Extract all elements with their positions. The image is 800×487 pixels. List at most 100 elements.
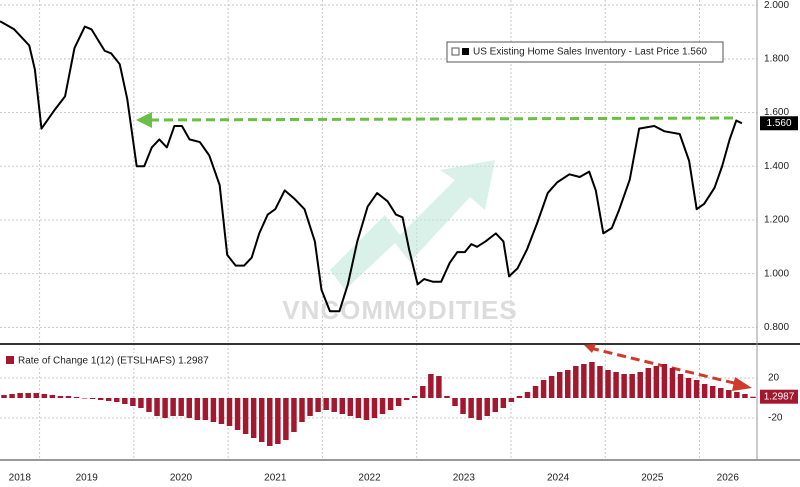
bar [436, 376, 442, 398]
bar [718, 388, 724, 398]
bar [661, 364, 668, 398]
bar [202, 398, 209, 420]
y-tick-label: 1.000 [764, 268, 789, 279]
bar [339, 398, 345, 414]
bar [484, 398, 490, 416]
x-tick-label: 2026 [717, 473, 740, 484]
bar [154, 398, 160, 416]
bar [186, 398, 192, 418]
bar [170, 398, 176, 416]
x-tick-label: 2021 [264, 473, 287, 484]
legend-box [2, 353, 220, 368]
bar [645, 368, 652, 398]
bar [114, 398, 120, 402]
bar [452, 398, 458, 406]
bar [283, 398, 289, 440]
bar [275, 398, 281, 444]
bar [685, 378, 692, 398]
x-tick-label: 2019 [76, 473, 99, 484]
bar [540, 380, 547, 398]
legend-box [446, 41, 724, 63]
y-tick-label: -20 [768, 413, 783, 424]
y-tick-label: 1.200 [764, 215, 789, 226]
bar [468, 398, 474, 418]
x-tick-label: 2025 [641, 473, 664, 484]
legend-label: US Existing Home Sales Inventory - Last … [473, 47, 707, 58]
bar [210, 398, 217, 422]
bar [355, 398, 362, 418]
y-tick-label: 1.800 [764, 53, 789, 64]
last-value-label: 1.560 [766, 118, 791, 129]
bar [323, 398, 329, 410]
bar [307, 398, 313, 416]
bar [629, 374, 635, 398]
bar [460, 398, 466, 414]
watermark-arrow [330, 160, 495, 290]
bar [565, 370, 571, 398]
bar [138, 398, 144, 408]
legend-toggle [451, 47, 460, 56]
bar [750, 396, 756, 398]
bar [395, 398, 402, 406]
last-value-label: 1.2987 [764, 391, 795, 402]
bar [556, 372, 563, 398]
y-tick-label: 2.000 [764, 0, 789, 11]
bar [258, 398, 265, 442]
bar [250, 398, 257, 438]
legend-swatch [6, 356, 14, 364]
bar [508, 398, 515, 402]
bar [597, 366, 603, 398]
bar [363, 398, 370, 420]
bar [9, 394, 15, 398]
x-tick-label: 2018 [9, 473, 32, 484]
bar [412, 396, 418, 398]
bar [162, 398, 168, 418]
bar [532, 386, 539, 398]
trend-arrow-tail [584, 344, 596, 353]
bar [693, 380, 700, 398]
bar [130, 398, 136, 406]
bar [41, 394, 48, 398]
bar [492, 398, 499, 412]
bar [742, 394, 748, 398]
bar [226, 398, 233, 426]
bar [444, 396, 450, 398]
bar [476, 398, 482, 420]
bar [146, 398, 152, 412]
line-series [0, 20, 743, 313]
bar [194, 398, 201, 420]
bar [677, 374, 684, 398]
bar [500, 398, 507, 408]
bar [347, 398, 354, 416]
bar [548, 376, 555, 398]
bar [379, 398, 386, 414]
bar [331, 398, 337, 412]
x-tick-label: 2023 [453, 473, 476, 484]
bar [403, 398, 410, 400]
y-tick-label: 20 [768, 373, 780, 384]
bar [516, 396, 523, 398]
x-tick-label: 2024 [547, 473, 570, 484]
bar [315, 398, 321, 412]
bar [420, 386, 426, 398]
bar [299, 398, 305, 422]
bar [669, 368, 676, 398]
trend-arrow-head [732, 377, 752, 391]
x-tick-label: 2020 [170, 473, 193, 484]
bar [524, 392, 531, 398]
bar [581, 364, 587, 398]
bar [371, 398, 378, 418]
bar [17, 393, 23, 398]
bar [726, 390, 732, 398]
bar [709, 386, 716, 398]
y-tick-label: 1.400 [764, 161, 789, 172]
bar [73, 397, 80, 398]
bar [428, 374, 434, 398]
legend-swatch [462, 48, 469, 55]
last-value-tag [760, 116, 798, 131]
bar [734, 392, 740, 398]
y-tick-label: 1.600 [764, 107, 789, 118]
bar [387, 398, 394, 410]
reference-arrow-head [136, 112, 152, 128]
